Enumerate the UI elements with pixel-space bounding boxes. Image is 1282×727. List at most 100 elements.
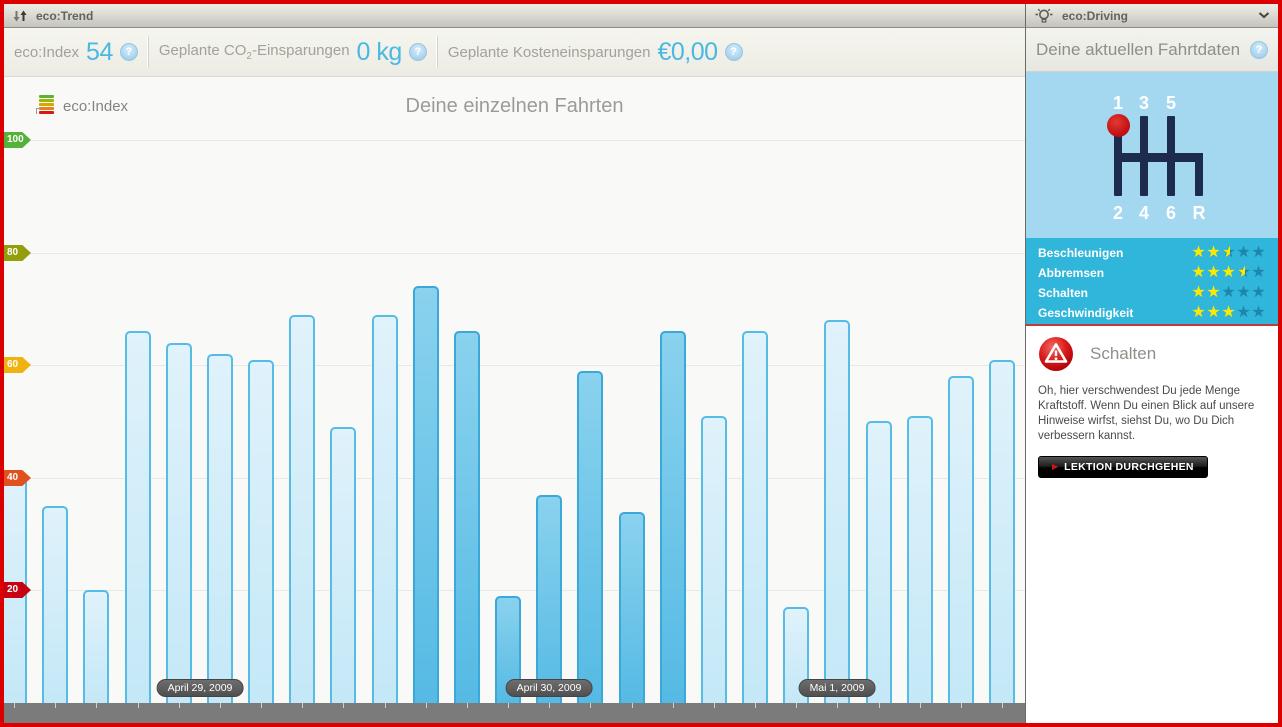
gear-label-r: R <box>1192 203 1206 223</box>
trip-bar[interactable] <box>207 354 233 703</box>
gear-label-4: 4 <box>1138 203 1150 223</box>
stat-co2-savings: Geplante CO2-Einsparungen 0 kg ? <box>147 36 437 68</box>
stats-bar: eco:Index 54 ? Geplante CO2-Einsparungen… <box>4 28 1025 77</box>
y-axis-badge: 20 <box>4 582 31 598</box>
axis-tick <box>1002 703 1003 708</box>
chart-plot: eco:Index Deine einzelnen Fahrten 100 80 6… <box>4 77 1025 703</box>
star-icon: ★ <box>1251 264 1266 281</box>
axis-tick <box>343 703 344 708</box>
axis-tick <box>302 703 303 708</box>
star-icon: ★ <box>1206 264 1221 281</box>
chart-legend: eco:Index <box>36 95 128 117</box>
fahrtdaten-header: Deine aktuellen Fahrtdaten ? <box>1026 28 1278 72</box>
date-pill: April 30, 2009 <box>505 679 593 697</box>
axis-tick <box>879 703 880 708</box>
star-icon: ★ <box>1221 284 1236 301</box>
trip-bar[interactable] <box>989 360 1015 703</box>
star-icon: ★ <box>1206 284 1221 301</box>
panel-title: eco:Trend <box>36 8 94 23</box>
axis-tick <box>590 703 591 708</box>
stat-label: eco:Index <box>14 43 80 61</box>
trip-bar[interactable] <box>701 416 727 703</box>
gridline <box>4 365 1025 366</box>
arrow-right-icon: ▶ <box>1052 462 1059 471</box>
axis-tick <box>179 703 180 708</box>
trip-bar[interactable] <box>742 331 768 703</box>
trip-bar[interactable] <box>413 286 439 703</box>
rating-label: Geschwindigkeit <box>1038 306 1134 320</box>
stat-value: 0 kg <box>356 37 403 66</box>
trip-bar[interactable] <box>824 320 850 703</box>
lightbulb-icon <box>1034 7 1054 24</box>
star-icon: ★ <box>1236 244 1251 261</box>
stat-value: 54 <box>86 37 113 66</box>
trip-bar[interactable] <box>454 331 480 703</box>
star-icon: ★ <box>1206 244 1221 261</box>
gridline <box>4 590 1025 591</box>
trip-bar[interactable] <box>660 331 686 703</box>
gear-label-6: 6 <box>1165 203 1177 223</box>
axis-tick <box>549 703 550 708</box>
star-icon: ★ <box>1236 304 1251 321</box>
star-icon: ★ <box>1206 304 1221 321</box>
chart-title: Deine einzelnen Fahrten <box>405 95 624 117</box>
trip-bar[interactable] <box>330 427 356 703</box>
star-icon: ★ <box>1251 244 1266 261</box>
help-icon[interactable]: ? <box>119 43 138 61</box>
advice-text: Oh, hier verschwendest Du jede Menge Kra… <box>1038 385 1255 442</box>
eco-trend-titlebar[interactable]: eco:Trend <box>4 4 1025 28</box>
eco-index-scale-icon <box>36 95 54 117</box>
current-gear-dot <box>1107 114 1130 137</box>
trip-bar[interactable] <box>619 512 645 703</box>
axis-tick <box>837 703 838 708</box>
trip-bar[interactable] <box>83 590 109 703</box>
ratings-list: Beschleunigen ★★★★★★ Abbremsen ★★★★★★ Sc… <box>1026 238 1278 326</box>
trip-bar[interactable] <box>42 506 68 703</box>
star-icon: ★ <box>1251 304 1266 321</box>
stat-eco-index: eco:Index 54 ? <box>4 36 148 68</box>
trip-bar[interactable] <box>289 315 315 703</box>
star-icon: ★★ <box>1221 244 1236 261</box>
lesson-button[interactable]: ▶ LEKTION DURCHGEHEN <box>1038 456 1208 478</box>
star-icon: ★ <box>1221 304 1236 321</box>
star-icon: ★ <box>1191 304 1206 321</box>
gearbox-diagram: 1 3 5 2 4 6 R <box>1026 72 1278 238</box>
eco-driving-titlebar[interactable]: eco:Driving <box>1026 4 1278 28</box>
chevron-down-icon[interactable] <box>1258 12 1270 19</box>
gear-label-1: 1 <box>1112 93 1124 113</box>
help-icon[interactable]: ? <box>1250 40 1268 59</box>
trip-bar[interactable] <box>125 331 151 703</box>
star-rating: ★ ★ ★ ★ ★ <box>1191 285 1266 301</box>
gridline <box>4 478 1025 479</box>
trip-bar[interactable] <box>166 343 192 703</box>
legend-label: eco:Index <box>63 97 129 115</box>
axis-tick <box>55 703 56 708</box>
help-icon[interactable]: ? <box>408 43 427 61</box>
axis-tick <box>796 703 797 708</box>
trip-bar[interactable] <box>866 421 892 703</box>
y-axis-badge: 40 <box>4 470 31 486</box>
rating-row: Beschleunigen ★★★★★★ <box>1038 243 1266 263</box>
axis-tick <box>426 703 427 708</box>
star-rating: ★★★★★★ <box>1191 245 1266 261</box>
axis-tick <box>96 703 97 708</box>
axis-tick <box>673 703 674 708</box>
trip-bar[interactable] <box>248 360 274 703</box>
axis-tick <box>261 703 262 708</box>
trip-bar[interactable] <box>372 315 398 703</box>
help-icon[interactable]: ? <box>724 43 743 61</box>
advice-section: Schalten Oh, hier verschwendest Du jede … <box>1026 326 1278 723</box>
gear-label-2: 2 <box>1112 203 1124 223</box>
trip-bar[interactable] <box>577 371 603 703</box>
y-axis-badge: 80 <box>4 245 31 261</box>
axis-tick <box>508 703 509 708</box>
trip-bar[interactable] <box>907 416 933 703</box>
trip-bar[interactable] <box>536 495 562 703</box>
fahrtdaten-title: Deine aktuellen Fahrtdaten <box>1036 39 1241 59</box>
star-icon: ★ <box>1221 264 1236 281</box>
x-axis-bar <box>4 703 1025 723</box>
star-icon: ★ <box>1191 284 1206 301</box>
stat-label: Geplante Kosteneinsparungen <box>447 43 651 61</box>
trip-bar[interactable] <box>948 376 974 703</box>
